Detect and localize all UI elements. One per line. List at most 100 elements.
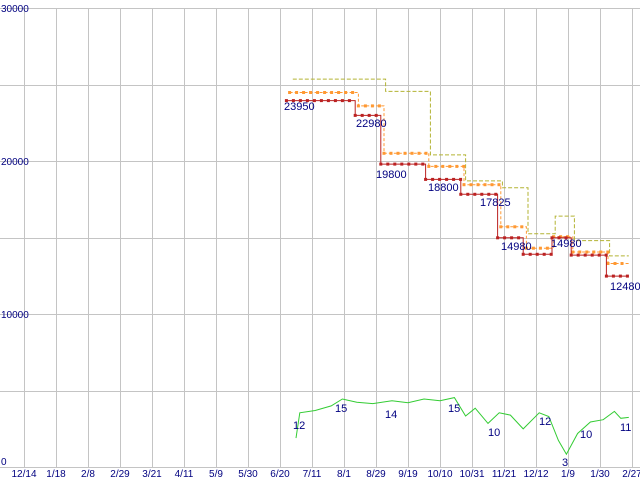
lowest-price-line-marker <box>291 99 295 103</box>
lowest-price-line-marker <box>400 162 404 166</box>
average-price-line-marker <box>424 151 428 155</box>
average-price-line-marker <box>462 164 466 168</box>
lowest-price-line-marker <box>414 162 418 166</box>
x-axis-tick-label: 1/18 <box>46 469 66 480</box>
shop-count-annotation: 10 <box>580 429 592 441</box>
x-axis-tick-label: 2/8 <box>81 469 95 480</box>
lowest-price-line-marker <box>319 99 323 103</box>
shop-count-annotation: 12 <box>293 420 305 432</box>
lowest-price-line-marker <box>379 162 383 166</box>
lowest-price-line-marker <box>528 252 532 256</box>
lowest-price-line-marker <box>438 177 442 181</box>
lowest-price-line-marker <box>347 99 351 103</box>
lowest-price-line-marker <box>487 192 491 196</box>
x-axis-tick-label: 2/29 <box>110 469 130 480</box>
lowest-price-line-marker <box>367 113 371 117</box>
lowest-price-line-marker <box>459 192 463 196</box>
x-axis-tick-label: 8/1 <box>337 469 351 480</box>
shop-count-annotation: 14 <box>385 409 397 421</box>
average-price-line-marker <box>330 91 334 94</box>
lowest-price-line-marker <box>604 253 608 257</box>
price-annotation: 14980 <box>501 241 532 253</box>
lowest-price-line-marker <box>333 99 337 103</box>
shop-count-annotation: 12 <box>539 416 551 428</box>
x-axis-tick-label: 5/30 <box>238 469 258 480</box>
x-axis-tick-label: 3/21 <box>142 469 162 480</box>
average-price-line-marker <box>344 91 348 94</box>
lowest-price-line-marker <box>431 177 435 181</box>
lowest-price-line-marker <box>535 252 539 256</box>
average-price-line-marker <box>396 151 400 155</box>
average-price-line-marker <box>538 246 542 250</box>
lowest-price-line-marker <box>452 177 456 181</box>
shop-count-annotation: 10 <box>488 427 500 439</box>
average-price-line-marker <box>427 164 431 168</box>
x-axis-tick-label: 2/27 <box>622 469 640 480</box>
lowest-price-line-marker <box>550 236 554 240</box>
lowest-price-line-marker <box>576 253 580 257</box>
average-price-line-marker <box>382 151 386 155</box>
x-axis-tick-label: 9/19 <box>398 469 418 480</box>
lowest-price-line-marker <box>326 99 330 103</box>
lowest-price-line-marker <box>494 192 498 196</box>
lowest-price-line-marker <box>583 253 587 257</box>
average-price-line-marker <box>363 104 367 108</box>
y-axis-tick-label: 10000 <box>1 310 29 321</box>
lowest-price-line-marker <box>312 99 316 103</box>
lowest-price-line-marker <box>353 113 357 117</box>
lowest-price-line-marker <box>284 99 288 103</box>
average-price-line-marker <box>434 164 438 168</box>
average-price-line-marker <box>356 104 360 108</box>
x-axis-tick-label: 4/11 <box>175 469 194 480</box>
shop-count-annotation: 15 <box>448 403 460 415</box>
y-axis-tick-label: 30000 <box>1 4 29 15</box>
average-price-line-marker <box>323 91 327 94</box>
average-price-line-marker <box>469 183 473 187</box>
lowest-price-line-marker <box>360 113 364 117</box>
lowest-price-line-marker <box>625 274 629 278</box>
price-annotation: 22980 <box>356 118 387 130</box>
average-price-line-marker <box>585 250 589 254</box>
x-axis-tick-label: 10/31 <box>459 469 484 480</box>
average-price-line-marker <box>370 104 374 108</box>
lowest-price-line-marker <box>407 162 411 166</box>
average-price-line-marker <box>302 91 306 94</box>
lowest-price-line-marker <box>298 99 302 103</box>
average-price-line-marker <box>448 164 452 168</box>
average-price-line-marker <box>531 246 535 250</box>
lowest-price-line-marker <box>386 162 390 166</box>
x-axis-tick-label: 11/21 <box>492 469 517 480</box>
average-price-line-marker <box>441 164 445 168</box>
average-price-line-marker <box>613 262 617 265</box>
average-price-line <box>289 92 629 264</box>
lowest-price-line-marker <box>340 99 344 103</box>
price-annotation: 23950 <box>284 101 315 113</box>
average-price-line-marker <box>552 235 556 239</box>
average-price-line-marker <box>455 164 459 168</box>
average-price-line-marker <box>403 151 407 155</box>
average-price-line-marker <box>578 250 582 254</box>
x-axis-tick-label: 12/14 <box>11 469 36 480</box>
average-price-line-marker <box>545 246 549 250</box>
lowest-price-line-marker <box>611 274 615 278</box>
shop-count-annotation: 11 <box>620 422 631 434</box>
average-price-line-marker <box>513 225 517 229</box>
average-price-line-marker <box>490 183 494 187</box>
x-axis-tick-label: 12/12 <box>523 469 548 480</box>
average-price-line-marker <box>606 250 610 254</box>
y-axis-tick-label: 20000 <box>1 157 29 168</box>
lowest-price-line-marker <box>569 253 573 257</box>
average-price-line-marker <box>571 250 575 254</box>
average-price-line-marker <box>462 183 466 187</box>
x-axis-tick-label: 5/9 <box>209 469 223 480</box>
lowest-price-line-marker <box>604 274 608 278</box>
lowest-price-line-marker <box>597 253 601 257</box>
lowest-price-line-marker <box>557 236 561 240</box>
shop-count-annotation: 15 <box>335 403 347 415</box>
average-price-line-marker <box>316 91 320 94</box>
average-price-line-marker <box>476 183 480 187</box>
average-price-line-marker <box>520 225 524 229</box>
